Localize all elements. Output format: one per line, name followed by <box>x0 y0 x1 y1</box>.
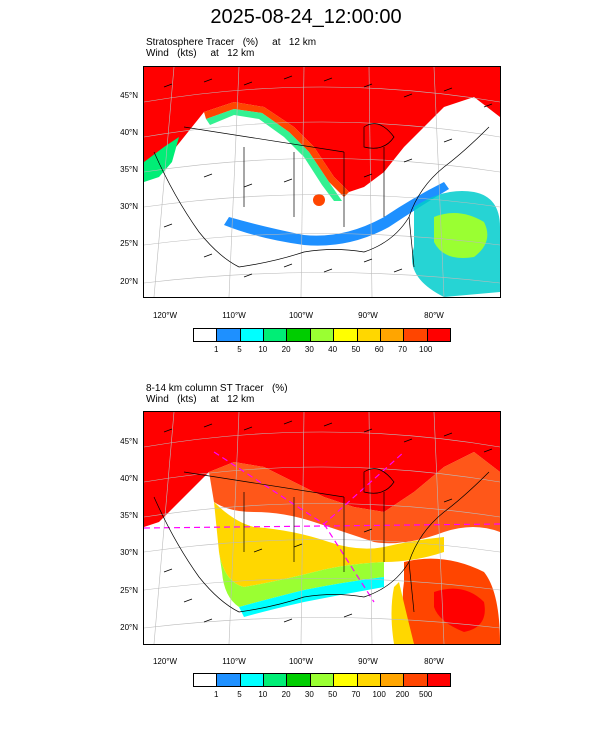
panel1-lon-label: 110°W <box>222 311 246 320</box>
panel2-lon-label: 80°W <box>424 657 444 666</box>
colorbar-swatch <box>194 674 218 686</box>
panel2-lat-label: 35°N <box>120 511 138 520</box>
panel1-map <box>143 66 501 298</box>
colorbar-tick-label: 5 <box>237 345 242 354</box>
panel2-tracer-high <box>144 412 500 527</box>
panel2-dashed-lines <box>144 451 500 603</box>
panel2-colorbar <box>193 673 451 687</box>
panel1-tracer-band <box>224 182 449 246</box>
panel1-lon-label: 120°W <box>152 311 178 320</box>
panel1-graticule <box>144 67 500 297</box>
colorbar-tick-label: 200 <box>395 690 410 699</box>
panel2-subtitle-wind: Wind (kts) at 12 km <box>146 394 255 405</box>
panel1-spot <box>313 194 325 206</box>
panel1-lat-label: 20°N <box>120 277 138 286</box>
panel2-lat-label: 25°N <box>120 586 138 595</box>
panel2-tracer-orange <box>209 452 500 544</box>
colorbar-tick-label: 70 <box>398 345 407 354</box>
panel1-map-svg <box>144 67 500 297</box>
colorbar-swatch <box>264 674 288 686</box>
panel1-tracer-high <box>144 67 500 192</box>
panel2-lon-label: 90°W <box>358 657 378 666</box>
colorbar-swatch <box>287 674 311 686</box>
colorbar-tick-label: 70 <box>351 690 361 699</box>
colorbar-tick-label: 5 <box>237 690 242 699</box>
colorbar-swatch <box>334 329 358 341</box>
panel1-lat-label: 35°N <box>120 165 138 174</box>
colorbar-swatch <box>310 674 335 686</box>
panel2-lon-label: 100°W <box>288 657 314 666</box>
colorbar-tick-label: 20 <box>281 690 291 699</box>
colorbar-swatch <box>240 674 265 686</box>
colorbar-tick-label: 10 <box>258 690 268 699</box>
colorbar-swatch <box>357 674 381 686</box>
colorbar-swatch <box>380 674 405 686</box>
colorbar-swatch <box>264 329 288 341</box>
colorbar-tick-label: 20 <box>281 345 291 354</box>
colorbar-tick-label: 30 <box>304 690 314 699</box>
panel2-map <box>143 411 501 645</box>
panel1-tracer-edge <box>204 102 349 197</box>
colorbar-swatch <box>240 329 265 341</box>
panel1-wind-barbs <box>163 75 493 278</box>
panel2-lat-label: 40°N <box>120 474 138 483</box>
colorbar-swatch <box>427 674 450 686</box>
colorbar-swatch <box>404 674 428 686</box>
panel2-boundaries <box>153 468 490 613</box>
colorbar-swatch <box>194 329 218 341</box>
colorbar-swatch <box>217 674 241 686</box>
panel2-map-svg <box>144 412 500 644</box>
panel1-lat-label: 25°N <box>120 239 138 248</box>
panel1-colorbar <box>193 328 451 342</box>
panel2-graticule <box>144 412 500 644</box>
colorbar-tick-label: 40 <box>328 345 338 354</box>
panel2-lat-label: 30°N <box>120 548 138 557</box>
panel1-subtitle-wind: Wind (kts) at 12 km <box>146 48 255 59</box>
colorbar-tick-label: 100 <box>419 345 433 354</box>
colorbar-swatch <box>334 674 358 686</box>
colorbar-tick-label: 1 <box>214 345 219 354</box>
panel1-lat-label: 45°N <box>120 91 138 100</box>
colorbar-swatch <box>217 329 241 341</box>
panel1-tracer-green <box>206 109 342 201</box>
colorbar-swatch <box>380 329 405 341</box>
colorbar-tick-label: 50 <box>328 690 338 699</box>
colorbar-tick-label: 30 <box>304 345 314 354</box>
panel1-lon-label: 100°W <box>288 311 314 320</box>
panel1-boundaries <box>153 123 490 268</box>
panel1-atlantic-green <box>434 213 488 258</box>
colorbar-tick-label: 500 <box>419 690 433 699</box>
panel2-tracer-green <box>219 552 384 607</box>
panel2-tracer-yellow <box>214 502 444 587</box>
figure-title: 2025-08-24_12:00:00 <box>210 6 402 28</box>
panel2-atlantic-red <box>434 588 485 632</box>
panel2-atlantic-yellow <box>391 582 414 644</box>
colorbar-tick-label: 1 <box>214 690 219 699</box>
colorbar-swatch <box>357 329 381 341</box>
colorbar-tick-label: 10 <box>258 345 268 354</box>
colorbar-tick-label: 60 <box>374 345 384 354</box>
colorbar-tick-label: 100 <box>372 690 386 699</box>
panel1-lat-label: 30°N <box>120 202 138 211</box>
panel2-subtitle-tracer: 8-14 km column ST Tracer (%) <box>146 383 288 394</box>
panel1-lon-label: 80°W <box>424 311 444 320</box>
panel2-lon-label: 120°W <box>152 657 178 666</box>
panel2-lat-label: 45°N <box>120 437 138 446</box>
panel2-wind-barbs <box>163 420 493 623</box>
colorbar-swatch <box>427 329 450 341</box>
panel1-lon-label: 90°W <box>358 311 378 320</box>
colorbar-swatch <box>310 329 335 341</box>
panel2-tracer-cyan <box>239 577 384 617</box>
panel1-lat-label: 40°N <box>120 128 138 137</box>
panel1-subtitle-tracer: Stratosphere Tracer (%) at 12 km <box>146 37 317 48</box>
colorbar-swatch <box>287 329 311 341</box>
colorbar-tick-label: 50 <box>351 345 361 354</box>
panel2-lat-label: 20°N <box>120 623 138 632</box>
colorbar-swatch <box>404 329 428 341</box>
panel2-lon-label: 110°W <box>222 657 246 666</box>
